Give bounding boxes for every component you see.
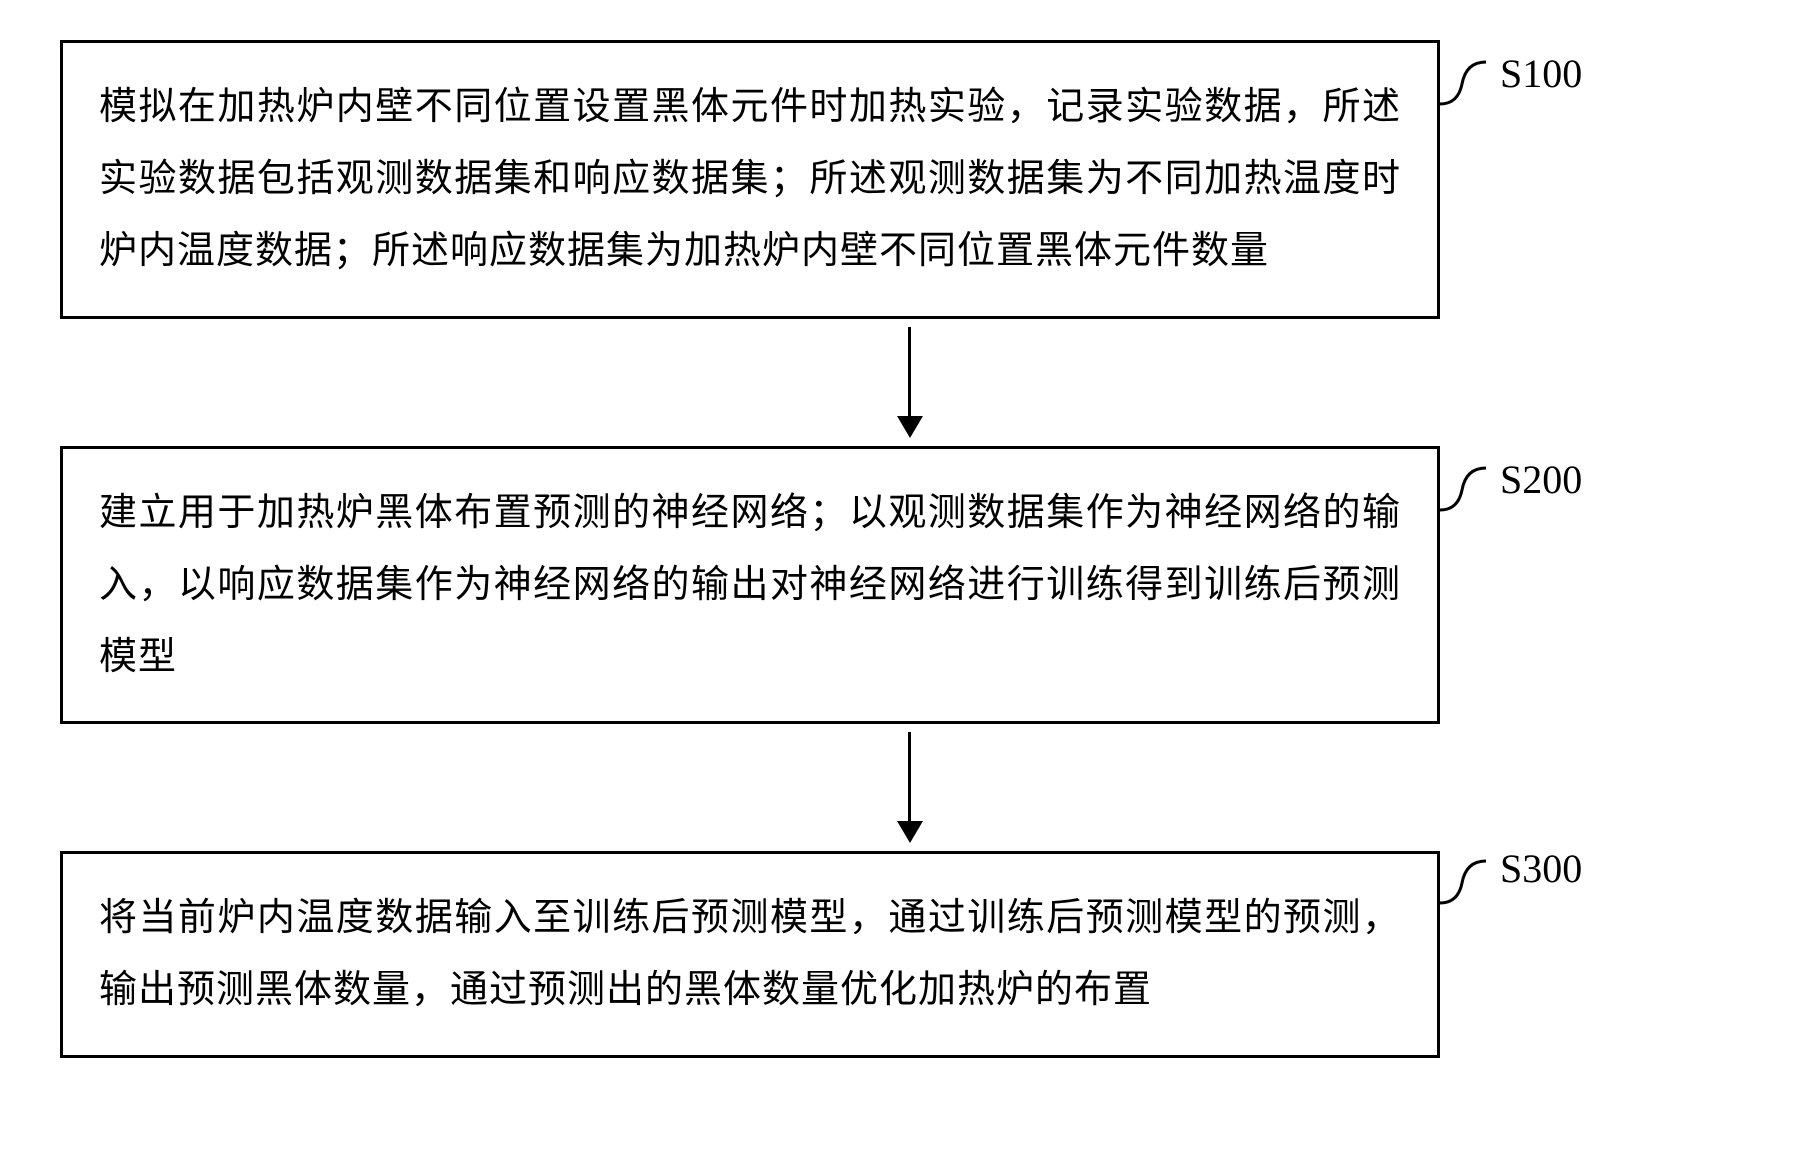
step-row-s100: 模拟在加热炉内壁不同位置设置黑体元件时加热实验，记录实验数据，所述实验数据包括观… (60, 40, 1759, 319)
step-text: 建立用于加热炉黑体布置预测的神经网络；以观测数据集作为神经网络的输入，以响应数据… (99, 492, 1401, 678)
label-connector-icon (1440, 853, 1486, 915)
arrow-head-icon (897, 416, 923, 438)
step-label-s100: S100 (1500, 50, 1582, 97)
step-row-s200: 建立用于加热炉黑体布置预测的神经网络；以观测数据集作为神经网络的输入，以响应数据… (60, 446, 1759, 725)
step-box-s100: 模拟在加热炉内壁不同位置设置黑体元件时加热实验，记录实验数据，所述实验数据包括观… (60, 40, 1440, 319)
step-text: 将当前炉内温度数据输入至训练后预测模型，通过训练后预测模型的预测，输出预测黑体数… (99, 897, 1401, 1011)
step-label-s300: S300 (1500, 845, 1582, 892)
arrow-s200-s300 (897, 732, 923, 843)
label-connector-icon (1440, 54, 1486, 116)
arrow-head-icon (897, 821, 923, 843)
arrow-shaft (908, 732, 911, 822)
arrow-s100-s200 (897, 327, 923, 438)
label-connector-icon (1440, 460, 1486, 522)
step-row-s300: 将当前炉内温度数据输入至训练后预测模型，通过训练后预测模型的预测，输出预测黑体数… (60, 851, 1759, 1057)
step-label-s200: S200 (1500, 456, 1582, 503)
step-text: 模拟在加热炉内壁不同位置设置黑体元件时加热实验，记录实验数据，所述实验数据包括观… (99, 86, 1401, 272)
step-box-s300: 将当前炉内温度数据输入至训练后预测模型，通过训练后预测模型的预测，输出预测黑体数… (60, 851, 1440, 1057)
flowchart-container: 模拟在加热炉内壁不同位置设置黑体元件时加热实验，记录实验数据，所述实验数据包括观… (60, 40, 1759, 1058)
arrow-shaft (908, 327, 911, 417)
step-box-s200: 建立用于加热炉黑体布置预测的神经网络；以观测数据集作为神经网络的输入，以响应数据… (60, 446, 1440, 725)
